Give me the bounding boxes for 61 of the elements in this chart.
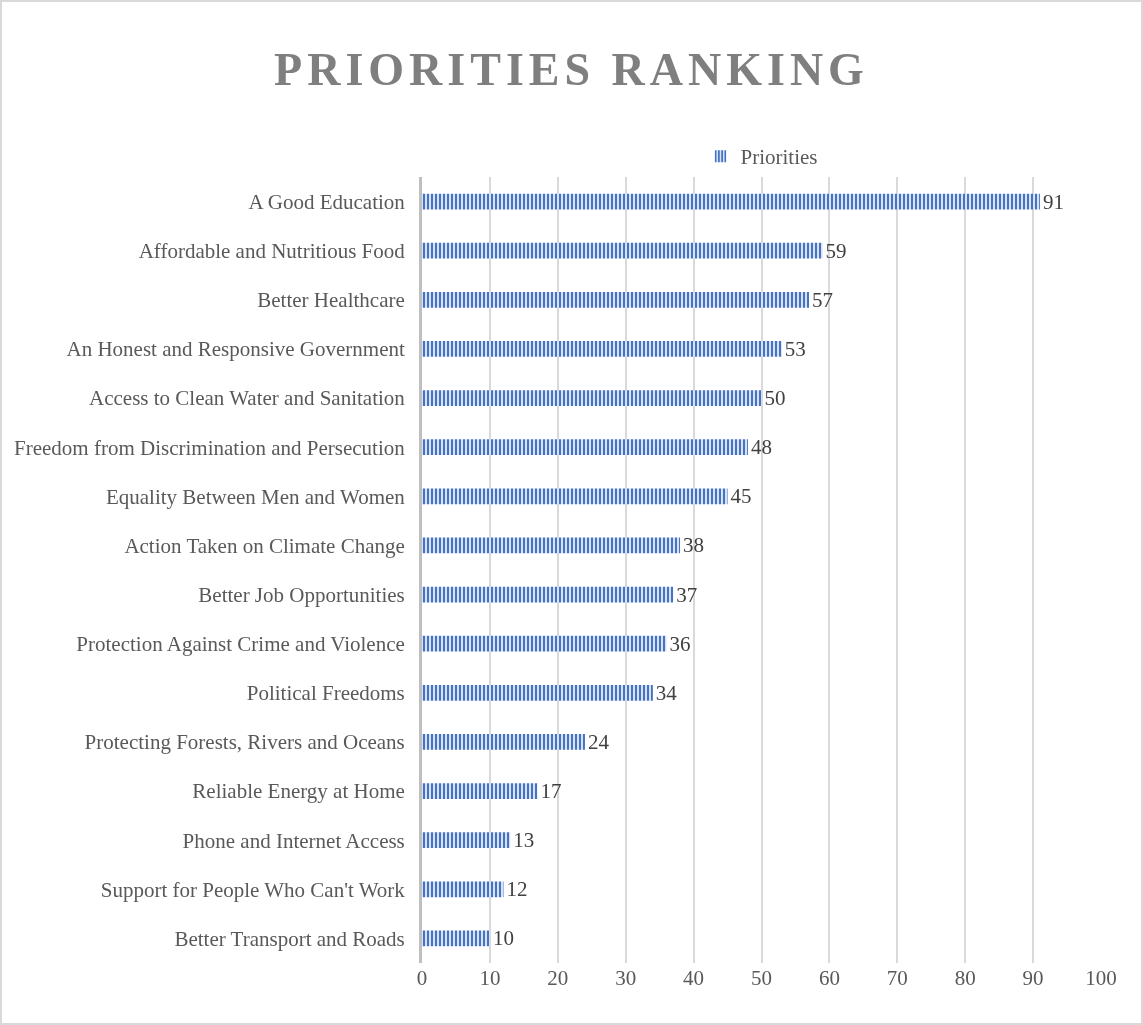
y-tick-label: Better Job Opportunities bbox=[198, 582, 405, 607]
data-label: 17 bbox=[540, 779, 562, 804]
data-label: 24 bbox=[587, 729, 610, 754]
y-tick-label: Equality Between Men and Women bbox=[105, 484, 406, 509]
data-label: 10 bbox=[492, 926, 514, 951]
y-tick-label: Affordable and Nutritious Food bbox=[138, 239, 406, 264]
bar bbox=[422, 783, 538, 799]
bar bbox=[422, 684, 653, 701]
data-label: 38 bbox=[683, 533, 705, 558]
data-label: 37 bbox=[676, 582, 698, 607]
bar bbox=[422, 291, 810, 308]
chart-title: PRIORITIES RANKING bbox=[274, 44, 869, 96]
y-tick-label: An Honest and Responsive Government bbox=[66, 337, 405, 362]
series-label: Priorities bbox=[740, 145, 818, 170]
bar bbox=[422, 832, 511, 849]
data-label: 36 bbox=[669, 631, 691, 656]
y-tick-label: Reliable Energy at Home bbox=[192, 779, 405, 804]
y-tick-label: Freedom from Discrimination and Persecution bbox=[14, 435, 406, 460]
data-label: 34 bbox=[655, 680, 678, 705]
bar bbox=[422, 930, 490, 947]
x-tick-label: 50 bbox=[751, 966, 772, 990]
y-tick-label: A Good Education bbox=[248, 189, 406, 214]
x-tick-label: 40 bbox=[683, 966, 705, 990]
y-tick-label: Better Transport and Roads bbox=[174, 926, 405, 951]
bar bbox=[422, 242, 823, 259]
x-tick-label: 90 bbox=[1022, 966, 1044, 990]
y-tick-label: Phone and Internet Access bbox=[182, 828, 405, 853]
data-label: 45 bbox=[730, 484, 752, 509]
bar bbox=[422, 537, 681, 554]
bar bbox=[422, 193, 1040, 210]
data-label: 50 bbox=[764, 386, 786, 411]
y-tick-label: Better Healthcare bbox=[257, 288, 405, 313]
data-label: 13 bbox=[513, 828, 535, 853]
x-tick-label: 20 bbox=[547, 966, 569, 990]
bar bbox=[422, 390, 762, 406]
y-tick-label: Protection Against Crime and Violence bbox=[76, 632, 405, 657]
bar bbox=[422, 488, 728, 505]
bar bbox=[422, 881, 504, 898]
bar bbox=[422, 341, 782, 357]
x-tick-label: 100 bbox=[1085, 966, 1117, 990]
data-label: 48 bbox=[750, 435, 772, 460]
bar bbox=[422, 635, 667, 652]
bar bbox=[422, 439, 748, 456]
y-tick-label: Political Freedoms bbox=[246, 681, 405, 706]
data-label: 12 bbox=[506, 877, 528, 902]
bar bbox=[422, 586, 674, 603]
y-tick-label: Access to Clean Water and Sanitation bbox=[89, 386, 406, 411]
x-tick-label: 80 bbox=[954, 966, 976, 990]
y-tick-label: Support for People Who Can't Work bbox=[100, 877, 406, 902]
data-label: 59 bbox=[825, 238, 847, 263]
x-tick-label: 10 bbox=[479, 966, 501, 990]
y-tick-label: Protecting Forests, Rivers and Oceans bbox=[84, 730, 405, 755]
data-label: 91 bbox=[1042, 189, 1064, 214]
x-tick-label: 30 bbox=[615, 966, 637, 990]
x-tick-label: 60 bbox=[818, 966, 840, 990]
x-tick-label: 0 bbox=[416, 966, 428, 990]
data-label: 53 bbox=[784, 336, 806, 361]
y-tick-label: Action Taken on Climate Change bbox=[124, 533, 405, 558]
bar bbox=[422, 734, 585, 750]
data-label: 57 bbox=[812, 287, 834, 312]
x-tick-label: 70 bbox=[886, 966, 908, 990]
